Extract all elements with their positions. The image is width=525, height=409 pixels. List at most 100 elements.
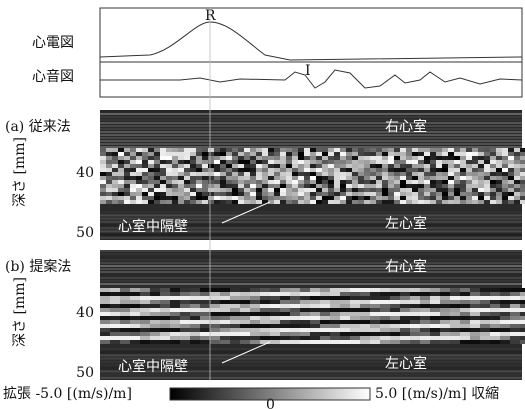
pixel bbox=[148, 176, 154, 180]
pixel bbox=[274, 180, 280, 184]
pixel bbox=[448, 148, 454, 152]
pixel bbox=[262, 172, 268, 176]
stripe bbox=[100, 236, 522, 239]
pixel bbox=[280, 200, 286, 204]
pixel bbox=[124, 160, 130, 164]
pixel bbox=[460, 304, 470, 308]
pixel bbox=[412, 172, 418, 176]
pixel bbox=[480, 308, 490, 312]
pixel bbox=[100, 180, 106, 184]
pixel bbox=[350, 336, 360, 340]
pixel bbox=[268, 180, 274, 184]
pixel bbox=[430, 332, 440, 336]
pixel bbox=[470, 332, 480, 336]
pixel bbox=[466, 188, 472, 192]
pixel bbox=[520, 300, 525, 304]
pixel bbox=[172, 192, 178, 196]
pixel bbox=[166, 180, 172, 184]
pixel bbox=[112, 152, 118, 156]
colorbar-center: 0 bbox=[266, 397, 275, 409]
pixel bbox=[110, 324, 120, 328]
pixel bbox=[484, 172, 490, 176]
pixel bbox=[310, 172, 316, 176]
pixel bbox=[196, 184, 202, 188]
pixel bbox=[350, 312, 360, 316]
pixel bbox=[166, 176, 172, 180]
pixel bbox=[346, 188, 352, 192]
pixel bbox=[412, 184, 418, 188]
pixel bbox=[238, 172, 244, 176]
pixel bbox=[436, 176, 442, 180]
pixel bbox=[520, 192, 525, 196]
pixel bbox=[148, 188, 154, 192]
pixel bbox=[470, 336, 480, 340]
pixel bbox=[160, 172, 166, 176]
pixel bbox=[244, 188, 250, 192]
pixel bbox=[226, 164, 232, 168]
pixel bbox=[304, 176, 310, 180]
pixel bbox=[430, 312, 440, 316]
pixel bbox=[268, 176, 274, 180]
pixel bbox=[232, 168, 238, 172]
stripe bbox=[100, 220, 522, 223]
pixel bbox=[400, 316, 410, 320]
pixel bbox=[136, 172, 142, 176]
pixel bbox=[406, 180, 412, 184]
pixel bbox=[130, 192, 136, 196]
pixel bbox=[380, 308, 390, 312]
pixel bbox=[214, 180, 220, 184]
pixel bbox=[370, 192, 376, 196]
pixel bbox=[220, 152, 226, 156]
pixel bbox=[112, 168, 118, 172]
pixel bbox=[376, 184, 382, 188]
pixel bbox=[450, 288, 460, 292]
pixel bbox=[394, 180, 400, 184]
pixel bbox=[406, 168, 412, 172]
pixel bbox=[390, 332, 400, 336]
stripe bbox=[100, 119, 522, 121]
pixel bbox=[172, 196, 178, 200]
pixel bbox=[202, 176, 208, 180]
pixel bbox=[304, 148, 310, 152]
axis-title: 深さ [mm] bbox=[12, 137, 28, 207]
pixel bbox=[270, 320, 280, 324]
pixel bbox=[250, 196, 256, 200]
pixel bbox=[490, 320, 500, 324]
pixel bbox=[320, 312, 330, 316]
pixel bbox=[172, 160, 178, 164]
pixel bbox=[410, 288, 420, 292]
pixel bbox=[270, 312, 280, 316]
pixel bbox=[270, 292, 280, 296]
pixel bbox=[412, 192, 418, 196]
pixel bbox=[448, 200, 454, 204]
pixel bbox=[118, 168, 124, 172]
pixel bbox=[442, 156, 448, 160]
pixel bbox=[380, 332, 390, 336]
pixel bbox=[304, 172, 310, 176]
pixel bbox=[190, 172, 196, 176]
pixel bbox=[220, 340, 230, 344]
pixel bbox=[230, 296, 240, 300]
pixel bbox=[440, 300, 450, 304]
pixel bbox=[358, 160, 364, 164]
pixel bbox=[502, 192, 508, 196]
pixel bbox=[390, 324, 400, 328]
pixel bbox=[350, 328, 360, 332]
pixel bbox=[450, 312, 460, 316]
pixel bbox=[300, 328, 310, 332]
pixel bbox=[388, 172, 394, 176]
stripe bbox=[100, 128, 522, 130]
pixel bbox=[520, 176, 525, 180]
pixel bbox=[448, 164, 454, 168]
pixel bbox=[100, 160, 106, 164]
pixel bbox=[142, 164, 148, 168]
pixel bbox=[490, 332, 500, 336]
pixel bbox=[370, 324, 380, 328]
pixel bbox=[298, 160, 304, 164]
pixel bbox=[370, 172, 376, 176]
pixel bbox=[418, 148, 424, 152]
pixel bbox=[418, 156, 424, 160]
pixel bbox=[442, 184, 448, 188]
pixel bbox=[214, 196, 220, 200]
pixel bbox=[470, 328, 480, 332]
